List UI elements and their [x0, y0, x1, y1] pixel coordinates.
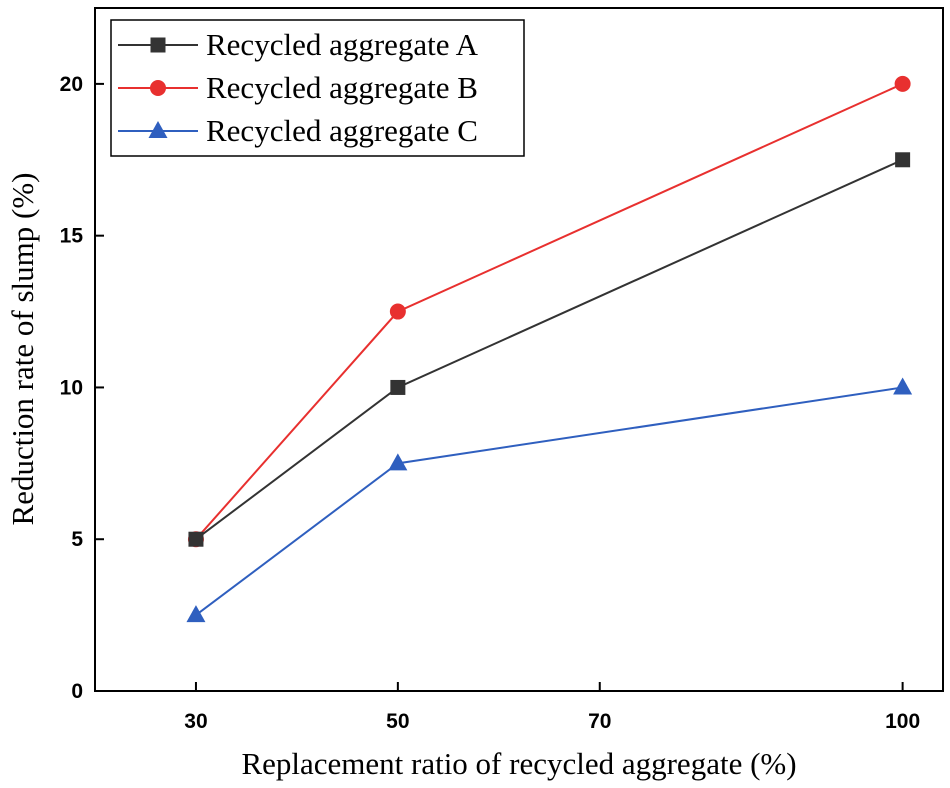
legend-label: Recycled aggregate C: [206, 113, 478, 148]
data-point: [390, 379, 406, 395]
x-tick-label: 70: [588, 710, 611, 733]
y-axis-title: Reduction rate of slump (%): [5, 173, 40, 526]
data-point: [186, 605, 206, 623]
legend-label: Recycled aggregate B: [206, 70, 478, 105]
data-point: [388, 453, 408, 471]
series-c: [186, 377, 913, 623]
legend-label: Recycled aggregate A: [206, 27, 479, 62]
plot-frame: [94, 7, 944, 692]
legend-marker: [150, 37, 166, 53]
data-point: [389, 303, 406, 320]
y-tick-label: 20: [60, 73, 83, 96]
y-tick-label: 5: [71, 528, 83, 551]
y-tick-label: 10: [60, 376, 83, 399]
series-a: [188, 152, 911, 547]
series-line: [195, 386, 903, 616]
x-tick-label: 50: [386, 710, 409, 733]
legend-marker: [148, 121, 168, 138]
series-line: [195, 158, 904, 541]
data-point: [894, 75, 911, 92]
axes: 0 5 10 15 20 30 50 70 100: [60, 7, 944, 733]
legend: Recycled aggregate A Recycled aggregate B…: [110, 19, 525, 157]
data-point: [893, 377, 913, 395]
legend-marker: [150, 80, 166, 96]
data-point: [188, 531, 204, 547]
series-group: [186, 75, 913, 623]
y-tick-label: 0: [71, 680, 83, 703]
x-tick-label: 30: [184, 710, 207, 733]
data-point: [895, 152, 911, 168]
x-tick-label: 100: [885, 710, 920, 733]
y-tick-label: 15: [60, 225, 84, 248]
x-axis-title: Replacement ratio of recycled aggregate …: [241, 746, 796, 781]
